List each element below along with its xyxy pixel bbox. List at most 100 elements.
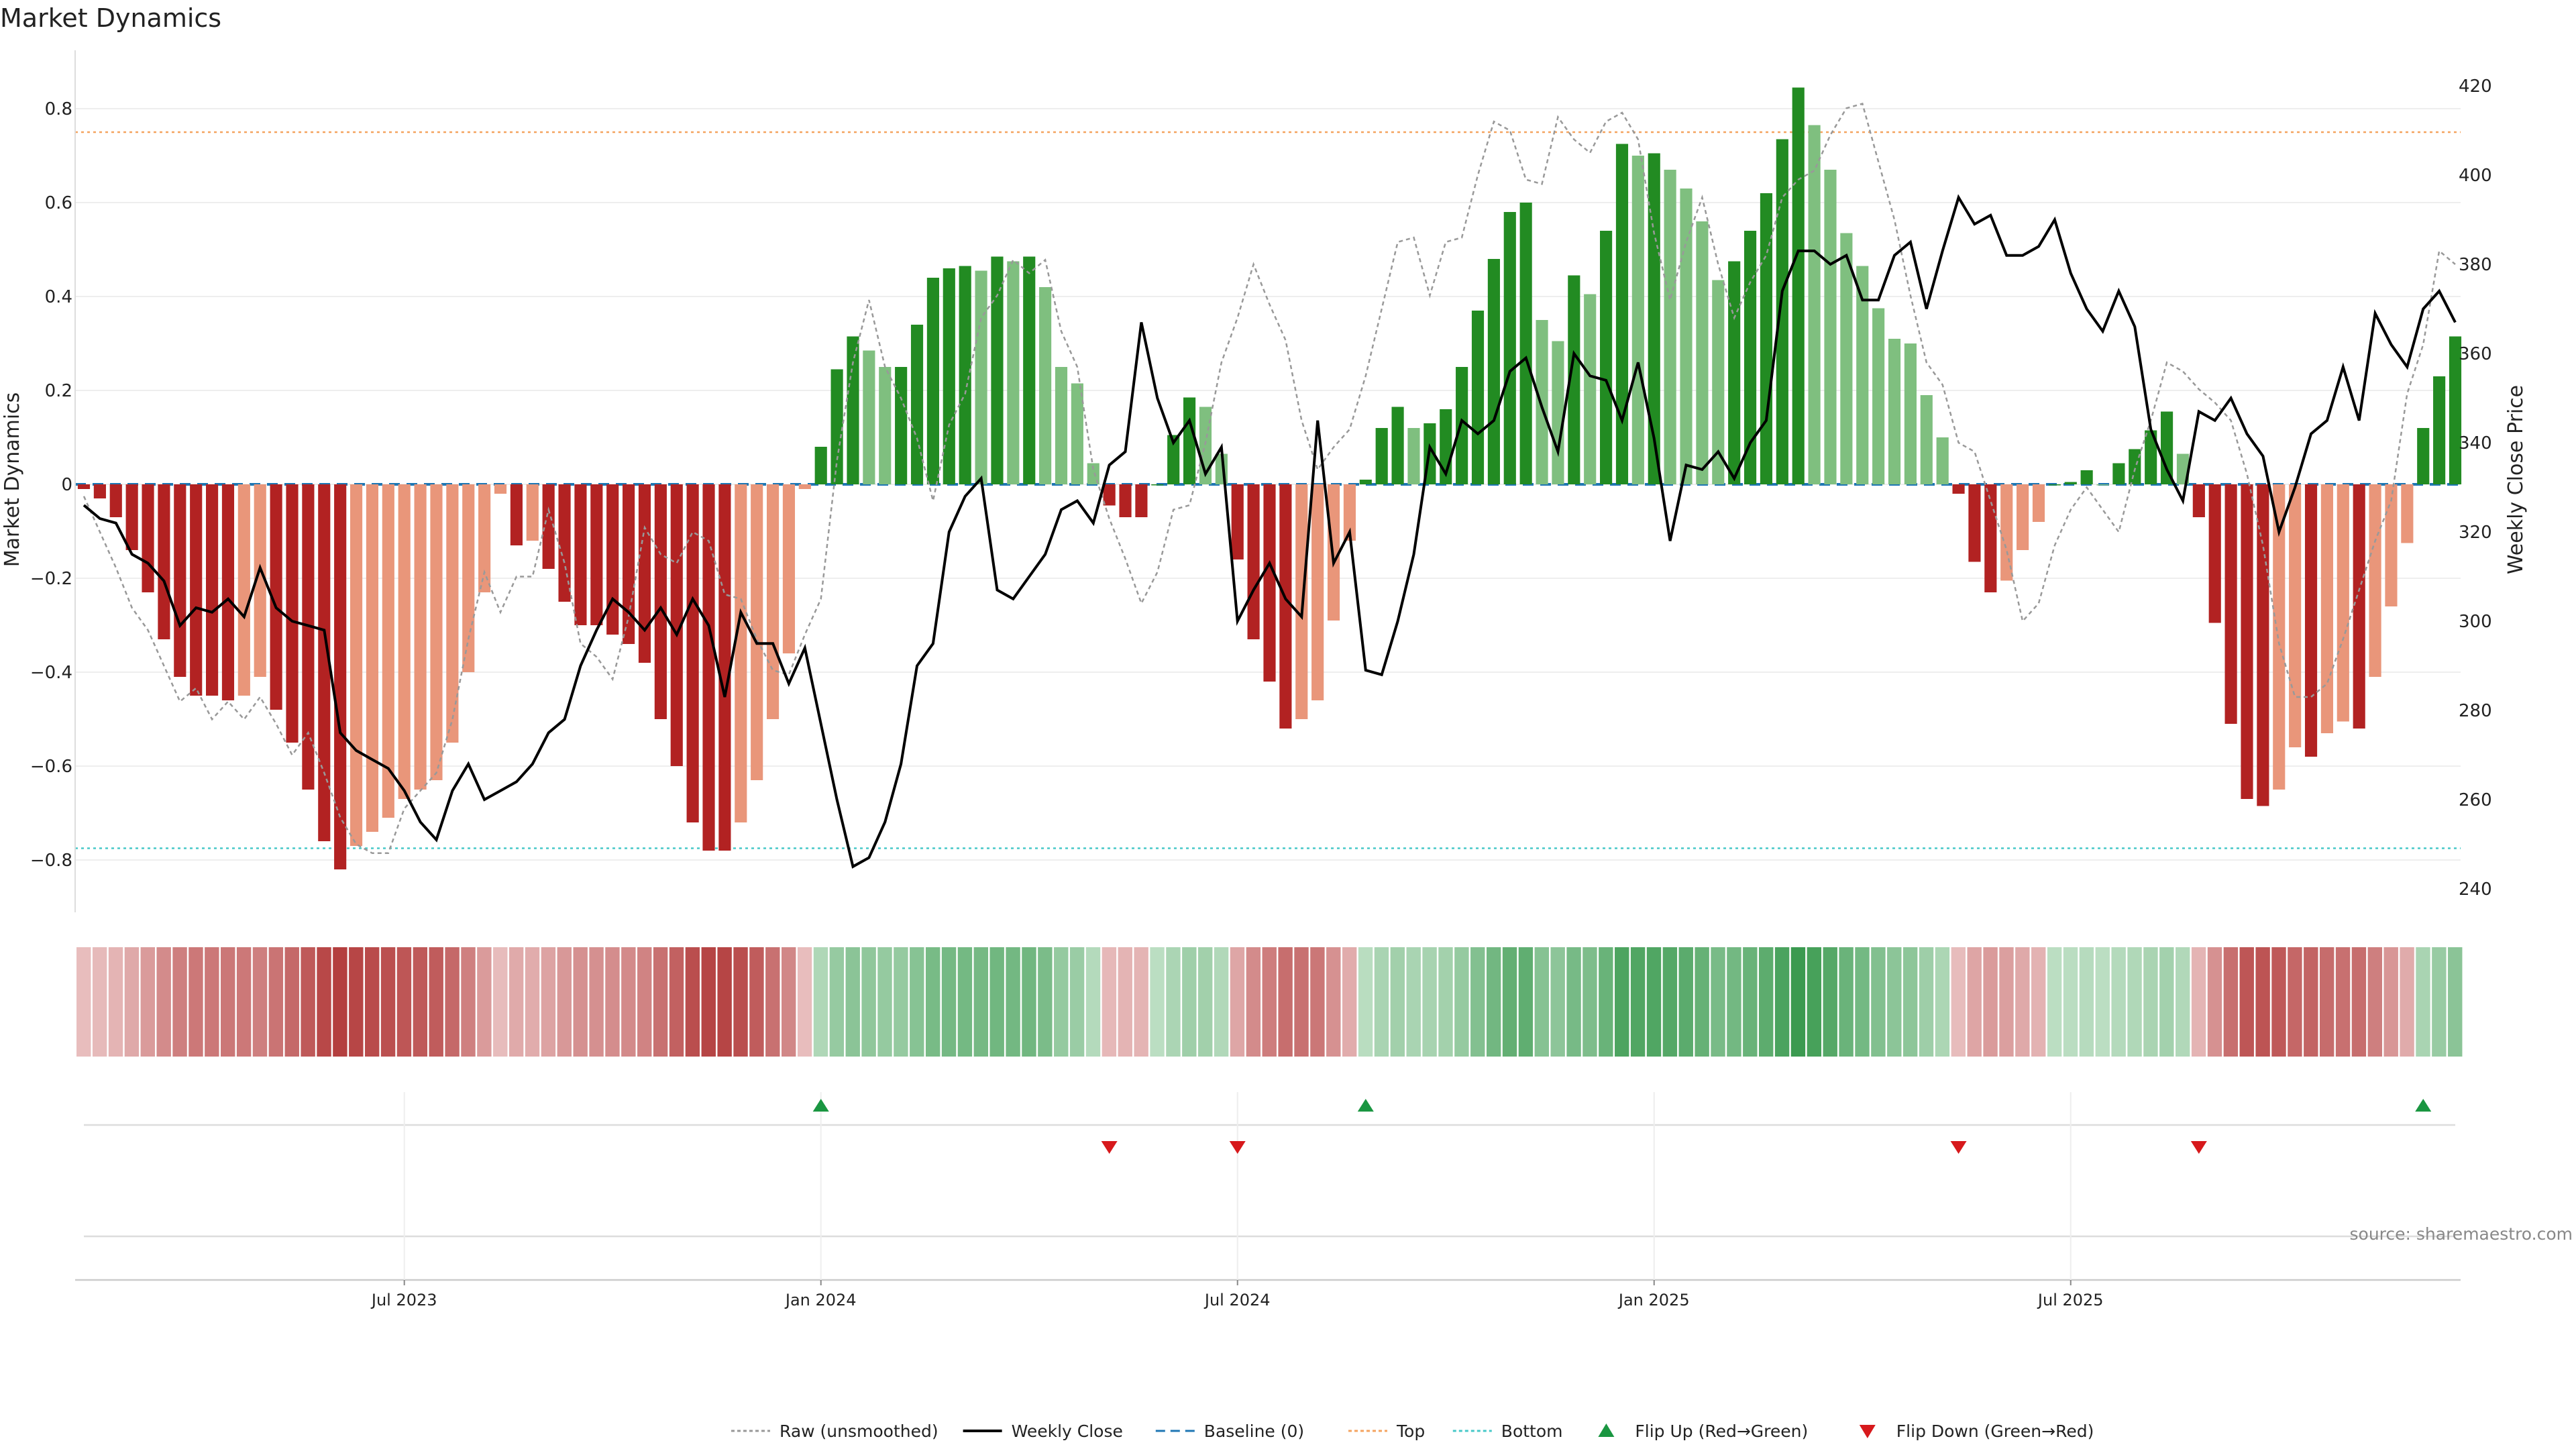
dynamics-bar bbox=[366, 484, 379, 832]
heat-strip-cell bbox=[477, 947, 492, 1057]
heat-strip-cell bbox=[1566, 947, 1581, 1057]
heat-strip-cell bbox=[429, 947, 443, 1057]
heat-strip-cell bbox=[1134, 947, 1148, 1057]
dynamics-bar bbox=[1696, 221, 1709, 484]
heat-strip-cell bbox=[2111, 947, 2126, 1057]
dynamics-bar bbox=[2304, 484, 2318, 757]
y2-tick-label: 340 bbox=[2459, 433, 2492, 453]
dynamics-bar bbox=[2385, 484, 2398, 606]
heat-strip-cell bbox=[1823, 947, 1837, 1057]
dynamics-bar bbox=[430, 484, 443, 780]
heat-strip-cell bbox=[236, 947, 252, 1057]
dynamics-bar bbox=[446, 484, 459, 743]
y-tick-label: −0.4 bbox=[30, 663, 72, 683]
heat-strip-cell bbox=[92, 947, 107, 1057]
heat-strip-cell bbox=[2448, 947, 2463, 1057]
heat-strip-cell bbox=[1182, 947, 1197, 1057]
heat-strip-cell bbox=[2079, 947, 2094, 1057]
heat-strip-cell bbox=[1871, 947, 1886, 1057]
heat-strip-cell bbox=[1902, 947, 1918, 1057]
dynamics-bar bbox=[1263, 484, 1276, 682]
heat-strip-cell bbox=[2176, 947, 2190, 1057]
heat-strip-cell bbox=[1727, 947, 1741, 1057]
heat-strip-cell bbox=[2319, 947, 2334, 1057]
heat-strip-cell bbox=[189, 947, 203, 1057]
heat-strip-cell bbox=[541, 947, 556, 1057]
heat-strip-cell bbox=[813, 947, 828, 1057]
heat-strip-cell bbox=[1406, 947, 1421, 1057]
heat-strip-cell bbox=[1102, 947, 1117, 1057]
dynamics-bar bbox=[910, 325, 924, 484]
heat-strip-cell bbox=[2207, 947, 2222, 1057]
dynamics-bar bbox=[237, 484, 250, 696]
dynamics-bar bbox=[623, 484, 635, 644]
flip-down-marker bbox=[1950, 1141, 1967, 1154]
dynamics-bar bbox=[558, 484, 571, 602]
dynamics-bar bbox=[1743, 231, 1757, 484]
dynamics-bar bbox=[702, 484, 715, 851]
y-tick-label: 0.2 bbox=[45, 381, 72, 401]
heat-strip-cell bbox=[557, 947, 572, 1057]
heat-strip-cell bbox=[1069, 947, 1085, 1057]
legend-label: Flip Up (Red→Green) bbox=[1635, 1421, 1808, 1441]
heat-strip-cell bbox=[733, 947, 748, 1057]
dynamics-bar bbox=[2129, 449, 2141, 484]
dynamics-bar bbox=[494, 484, 507, 494]
heat-strip-cell bbox=[669, 947, 684, 1057]
heat-strip-cell bbox=[1678, 947, 1693, 1057]
heat-strip-cell bbox=[221, 947, 235, 1057]
dynamics-bar bbox=[1648, 153, 1660, 484]
legend-label: Bottom bbox=[1501, 1421, 1563, 1441]
heat-strip-cell bbox=[508, 947, 524, 1057]
dynamics-bar bbox=[398, 484, 411, 799]
dynamics-bar bbox=[574, 484, 587, 625]
heat-strip-cell bbox=[2191, 947, 2206, 1057]
y-tick-label: −0.8 bbox=[30, 851, 72, 871]
legend-item: Weekly Close bbox=[963, 1421, 1123, 1441]
heat-strip-cell bbox=[1662, 947, 1678, 1057]
dynamics-bar bbox=[1503, 212, 1516, 484]
heat-strip-cell bbox=[1118, 947, 1132, 1057]
heat-strip-cell bbox=[1326, 947, 1341, 1057]
dynamics-bar bbox=[1359, 480, 1372, 484]
dynamics-bar bbox=[1600, 231, 1613, 484]
heat-strip-cell bbox=[1502, 947, 1517, 1057]
y-axis-left-label: Market Dynamics bbox=[1, 392, 24, 568]
dynamics-bar bbox=[1760, 193, 1773, 484]
heat-strip-cell bbox=[877, 947, 892, 1057]
dynamics-bar bbox=[109, 484, 122, 517]
heat-strip-cell bbox=[284, 947, 299, 1057]
y2-tick-label: 300 bbox=[2459, 612, 2492, 632]
heat-strip-cell bbox=[2288, 947, 2302, 1057]
dynamics-bar bbox=[1055, 367, 1068, 484]
dynamics-bar bbox=[1375, 428, 1388, 484]
heat-strip-cell bbox=[1422, 947, 1437, 1057]
dynamics-bar bbox=[1103, 484, 1116, 506]
heat-strip-cell bbox=[1310, 947, 1325, 1057]
dynamics-bar bbox=[863, 350, 875, 484]
heat-strip-cell bbox=[1006, 947, 1020, 1057]
heat-strip-cell bbox=[1454, 947, 1469, 1057]
y-tick-label: 0 bbox=[61, 475, 72, 495]
dynamics-bar bbox=[847, 336, 859, 484]
dynamics-bar bbox=[1071, 383, 1083, 484]
heat-strip-cell bbox=[894, 947, 908, 1057]
dynamics-bar bbox=[1135, 484, 1148, 517]
heat-strip-cell bbox=[1935, 947, 1950, 1057]
dynamics-bar bbox=[1119, 484, 1132, 517]
heat-strip-cell bbox=[445, 947, 460, 1057]
y-tick-label: −0.2 bbox=[30, 569, 72, 589]
heat-strip-cell bbox=[989, 947, 1004, 1057]
heat-strip-cell bbox=[364, 947, 380, 1057]
dynamics-bar bbox=[93, 484, 106, 498]
heat-strip-cell bbox=[1695, 947, 1709, 1057]
heat-strip-cell bbox=[1967, 947, 1982, 1057]
x-tick-label: Jul 2023 bbox=[370, 1291, 437, 1309]
heat-strip-cell bbox=[1054, 947, 1069, 1057]
dynamics-bar bbox=[2048, 484, 2061, 486]
dynamics-bar bbox=[1471, 311, 1485, 484]
source-note: source: sharemaestro.com bbox=[2350, 1224, 2573, 1244]
dynamics-bar bbox=[1904, 343, 1917, 484]
heat-strip-cell bbox=[2400, 947, 2414, 1057]
legend-item: Bottom bbox=[1452, 1421, 1563, 1441]
